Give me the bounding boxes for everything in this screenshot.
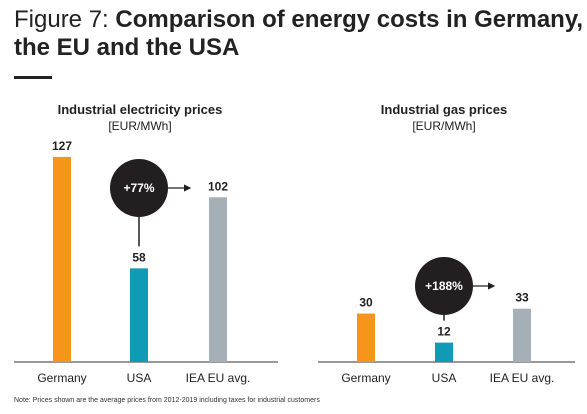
gas-bar-germany [357,313,375,362]
gas-value-germany: 30 [359,296,373,310]
electricity-bar-eu-avg [209,197,227,362]
figure-main-title: Comparison of energy costs in Germany, t… [14,6,584,61]
electricity-value-usa: 58 [132,250,146,264]
gas-annotation-text: +188% [425,279,463,293]
gas-bar-eu-avg [513,308,531,362]
electricity-chart-title: Industrial electricity prices [58,102,223,117]
electricity-bar-germany [53,156,71,362]
gas-category-germany: Germany [341,371,390,385]
gas-bar-usa [435,342,453,362]
title-rule [14,76,52,79]
electricity-chart: Industrial electricity prices [EUR/MWh] … [14,102,278,385]
electricity-annotation-text: +77% [123,181,154,195]
gas-value-usa: 12 [437,325,451,339]
figure-title: Figure 7: Comparison of energy costs in … [14,6,584,62]
footnote: Note: Prices shown are the average price… [14,397,320,404]
electricity-bar-usa [130,268,148,362]
gas-chart-unit: [EUR/MWh] [412,119,475,133]
gas-value-eu-avg: 33 [515,291,529,305]
electricity-category-usa: USA [127,371,152,385]
figure-prefix: Figure 7: [14,6,116,33]
electricity-value-germany: 127 [52,139,72,153]
electricity-value-eu-avg: 102 [208,179,228,193]
electricity-annotation-bubble [110,159,168,217]
electricity-category-eu-avg: IEA EU avg. [186,371,251,385]
electricity-category-germany: Germany [37,371,86,385]
gas-chart-title: Industrial gas prices [381,102,507,117]
gas-category-usa: USA [432,371,457,385]
gas-chart: Industrial gas prices [EUR/MWh] 30 German… [318,102,575,385]
gas-category-eu-avg: IEA EU avg. [490,371,555,385]
electricity-chart-unit: [EUR/MWh] [108,119,171,133]
gas-annotation-bubble [415,257,473,315]
